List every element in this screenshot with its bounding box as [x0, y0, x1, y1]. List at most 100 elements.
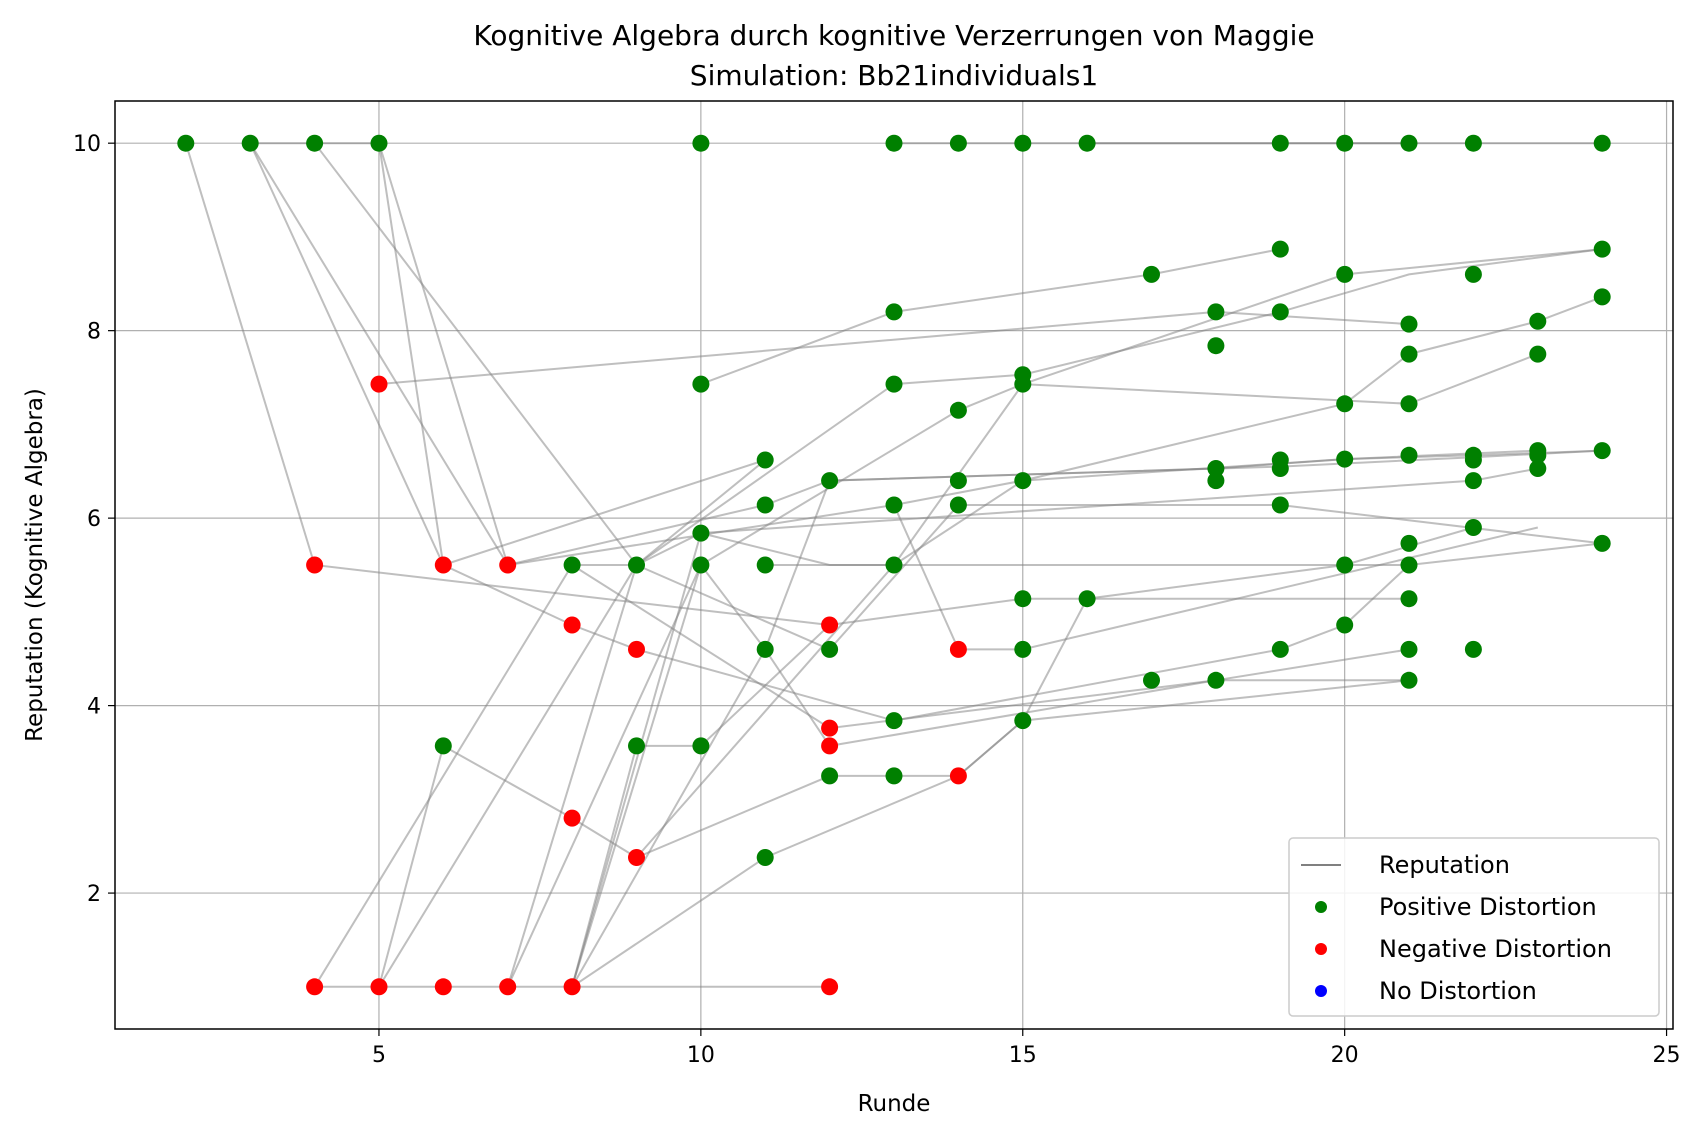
plot-frame — [114, 100, 1674, 1030]
positive-distortion-point — [1271, 134, 1289, 152]
reputation-line — [378, 745, 445, 988]
legend-point-swatch — [1315, 901, 1327, 913]
positive-distortion-point — [1336, 450, 1354, 468]
positive-distortion-point — [1529, 312, 1547, 330]
legend-label: Reputation — [1379, 851, 1510, 879]
legend-label: Positive Distortion — [1379, 893, 1597, 921]
positive-distortion-point — [1593, 534, 1611, 552]
positive-distortion-point — [1336, 395, 1354, 413]
y-axis-label: Reputation (Kognitive Algebra) — [22, 388, 48, 742]
positive-distortion-point — [1014, 640, 1032, 658]
y-tick-label: 10 — [73, 132, 101, 157]
positive-distortion-point — [1593, 134, 1611, 152]
positive-distortion-point — [1207, 303, 1225, 321]
negative-distortion-point — [821, 719, 839, 737]
negative-distortion-point — [821, 616, 839, 634]
negative-distortion-point — [499, 978, 517, 996]
reputation-line — [700, 248, 1281, 386]
x-tick-label: 25 — [1653, 1043, 1681, 1068]
positive-distortion-point — [177, 134, 195, 152]
negative-distortion-point — [949, 767, 967, 785]
positive-distortion-point — [1014, 590, 1032, 608]
legend-point-swatch — [1315, 985, 1327, 997]
positive-distortion-point — [1336, 134, 1354, 152]
reputation-line — [249, 142, 637, 651]
chart-title: Kognitive Algebra durch kognitive Verzer… — [473, 19, 1314, 52]
negative-distortion-point — [370, 375, 388, 393]
positive-distortion-point — [1271, 240, 1289, 258]
positive-distortion-point — [1464, 472, 1482, 490]
positive-distortion-point — [1464, 134, 1482, 152]
positive-distortion-point — [370, 134, 388, 152]
x-tick-label: 10 — [687, 1043, 715, 1068]
positive-distortion-point — [1271, 460, 1289, 477]
legend-box — [1288, 837, 1660, 1017]
positive-distortion-point — [756, 451, 774, 469]
axis-ticks: 5 10 15 20 25 2 4 6 8 10 — [73, 132, 1681, 1068]
positive-distortion-point — [692, 737, 710, 755]
positive-distortion-point — [885, 134, 903, 152]
positive-distortion-point — [1400, 556, 1418, 574]
positive-distortion-point — [1207, 671, 1225, 689]
positive-distortion-point — [434, 737, 452, 755]
positive-distortion-point — [1400, 315, 1418, 333]
positive-distortion-point — [756, 496, 774, 514]
positive-distortion-point — [1207, 472, 1225, 490]
positive-distortion-point — [241, 134, 259, 152]
positive-distortion-point — [1014, 712, 1032, 730]
positive-distortion-point — [885, 556, 903, 574]
positive-distortion-point — [1529, 446, 1547, 464]
positive-distortion-point — [1464, 265, 1482, 283]
negative-distortion-point — [434, 556, 452, 574]
positive-distortion-point — [1271, 640, 1289, 658]
negative-distortion-point — [949, 640, 967, 658]
negative-distortion-point — [306, 978, 324, 996]
legend-point-swatch — [1315, 943, 1327, 955]
negative-distortion-point — [563, 616, 581, 634]
positive-distortion-point — [1014, 375, 1032, 393]
positive-distortion-point — [1400, 640, 1418, 658]
positive-distortion-point — [1593, 240, 1611, 258]
positive-distortion-point — [1400, 345, 1418, 363]
positive-distortion-point — [821, 472, 839, 490]
positive-distortion-point — [756, 849, 774, 866]
x-tick-label: 15 — [1009, 1043, 1037, 1068]
positive-distortion-point — [821, 640, 839, 658]
x-axis-label: Runde — [858, 1091, 931, 1117]
positive-distortion-point — [1529, 460, 1547, 477]
negative-distortion-point — [306, 556, 324, 574]
y-tick-label: 2 — [87, 882, 101, 907]
negative-distortion-point — [563, 978, 581, 996]
positive-distortion-point — [628, 556, 645, 574]
positive-distortion-point — [949, 401, 967, 419]
positive-distortion-point — [949, 496, 967, 514]
positive-distortion-point — [1143, 265, 1160, 283]
positive-distortion-point — [885, 375, 903, 393]
positive-distortion-point — [306, 134, 324, 152]
positive-distortion-point — [1078, 590, 1096, 608]
positive-distortion-point — [885, 303, 903, 321]
positive-distortion-point — [563, 556, 581, 574]
positive-distortion-point — [1464, 519, 1482, 536]
x-tick-label: 5 — [372, 1043, 386, 1068]
x-tick-label: 20 — [1331, 1043, 1359, 1068]
positive-distortion-point — [756, 640, 774, 658]
series-points — [177, 134, 1611, 996]
negative-distortion-point — [821, 737, 839, 755]
negative-distortion-point — [499, 556, 517, 574]
positive-distortion-point — [885, 496, 903, 514]
reputation-line — [378, 504, 1603, 988]
positive-distortion-point — [1593, 288, 1611, 306]
positive-distortion-point — [949, 472, 967, 490]
positive-distortion-point — [1400, 395, 1418, 413]
positive-distortion-point — [1207, 460, 1225, 477]
chart-subtitle: Simulation: Bb21individuals1 — [690, 59, 1098, 92]
legend-label: Negative Distortion — [1379, 935, 1612, 963]
positive-distortion-point — [949, 134, 967, 152]
reputation-line — [378, 142, 1539, 651]
negative-distortion-point — [628, 640, 645, 658]
y-tick-label: 4 — [87, 695, 101, 720]
positive-distortion-point — [1464, 451, 1482, 469]
reputation-line — [571, 248, 1603, 988]
positive-distortion-point — [1336, 616, 1354, 634]
